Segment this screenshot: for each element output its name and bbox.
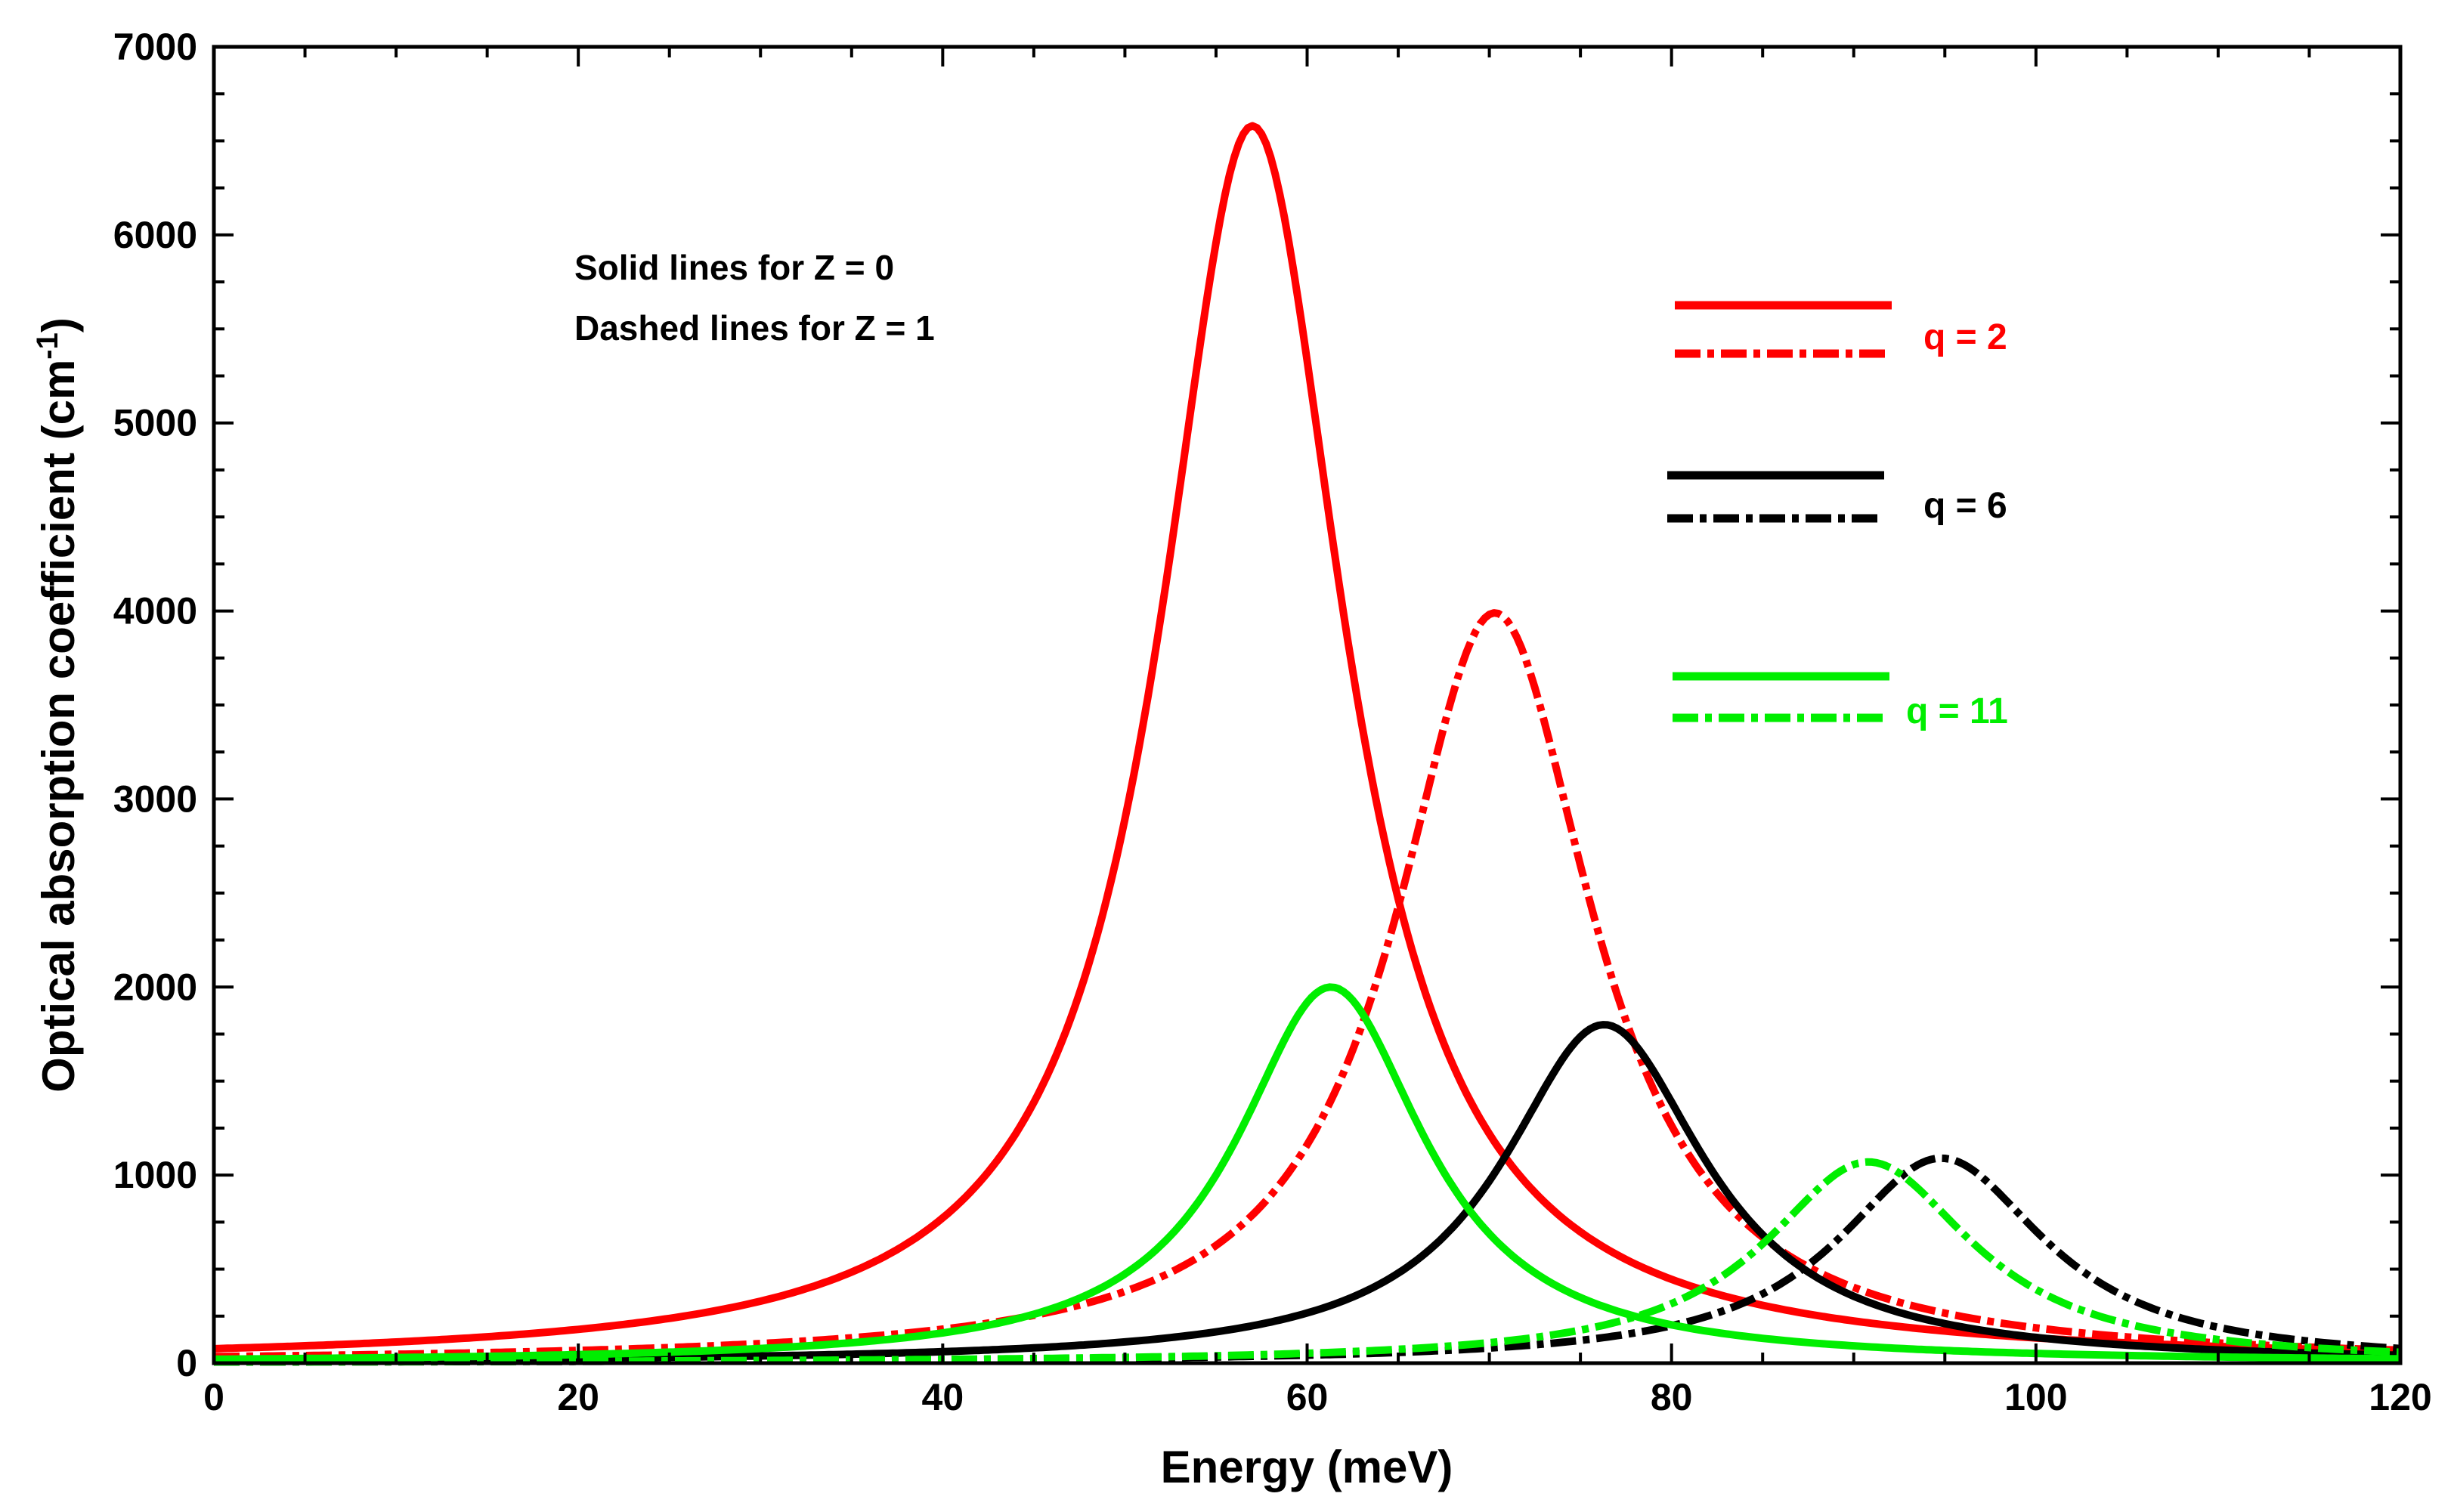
series-line-2: [213, 1021, 2401, 1365]
y-tick-label: 5000: [113, 402, 197, 444]
series-layer: [213, 122, 2401, 1366]
x-tick-label: 100: [2004, 1376, 2067, 1418]
annotation-dashed-lines: Dashed lines for Z = 1: [574, 308, 935, 348]
legend: q = 2 q = 6 q = 11: [1667, 301, 2008, 731]
y-tick-label: 4000: [113, 590, 197, 632]
legend-label-q11: q = 11: [1906, 691, 2008, 731]
y-tick-label: 6000: [113, 214, 197, 256]
x-tick-label: 120: [2369, 1376, 2431, 1418]
y-tick-label: 2000: [113, 966, 197, 1008]
x-tick-label: 20: [557, 1376, 599, 1418]
legend-label-q2: q = 2: [1923, 317, 2007, 357]
x-tick-label: 40: [922, 1376, 964, 1418]
series-line-1: [214, 609, 2401, 1361]
y-tick-label: 1000: [113, 1154, 197, 1196]
y-axis-title: Optical absorption coefficient (cm-1): [31, 317, 84, 1093]
x-tick-label: 0: [203, 1376, 224, 1418]
series-line-0: [213, 122, 2401, 1356]
x-tick-label: 80: [1651, 1376, 1693, 1418]
tick-labels: 0 20 40 60 80 100 120 0 1000 2000 3000 4000 5000 6000…: [113, 26, 2432, 1418]
x-tick-label: 60: [1286, 1376, 1329, 1418]
plot-frame: [212, 45, 2403, 1365]
y-axis-title-close: ): [33, 317, 84, 332]
y-tick-label: 3000: [113, 778, 197, 820]
legend-label-q6: q = 6: [1923, 486, 2007, 526]
y-axis-title-main: Optical absorption coefficient (cm: [33, 360, 84, 1093]
y-tick-label: 7000: [113, 26, 197, 68]
y-tick-label: 0: [176, 1342, 197, 1384]
ticks-layer: [212, 45, 2402, 1365]
annotation-solid-lines: Solid lines for Z = 0: [574, 248, 894, 287]
y-axis-title-superscript: -1: [31, 332, 64, 360]
x-axis-title: Energy (meV): [1161, 1442, 1453, 1492]
